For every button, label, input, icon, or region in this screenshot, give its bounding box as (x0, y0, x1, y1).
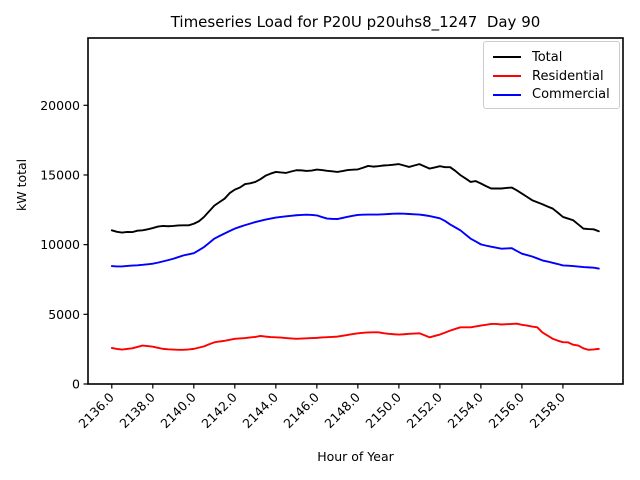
y-tick-label: 15000 (40, 167, 80, 182)
series-line-residential (110, 322, 600, 351)
y-tick-label: 10000 (40, 237, 80, 252)
y-tick-label: 5000 (48, 307, 80, 322)
legend-label-total: Total (532, 49, 563, 65)
x-tick-label: 2148.0 (321, 389, 363, 431)
legend-item-total: Total (493, 48, 611, 67)
series-line-total (110, 163, 600, 234)
x-tick-label: 2154.0 (444, 389, 486, 431)
x-tick-label: 2158.0 (526, 389, 568, 431)
x-tick-label: 2142.0 (198, 389, 240, 431)
legend-item-residential: Residential (493, 67, 611, 86)
total-line-swatch (493, 56, 521, 59)
y-ticks: 0 5000 10000 15000 20000 (40, 98, 88, 392)
x-tick-label: 2146.0 (280, 389, 322, 431)
x-tick-label: 2140.0 (157, 389, 199, 431)
commercial-line-swatch (493, 93, 521, 96)
y-tick-label: 20000 (40, 98, 80, 113)
axes-spines (87, 37, 624, 385)
x-tick-label: 2152.0 (403, 389, 445, 431)
residential-line-swatch (493, 75, 521, 77)
x-tick-label: 2150.0 (362, 389, 404, 431)
series-line-commercial (110, 212, 600, 270)
y-axis-label: kW total (14, 158, 29, 211)
legend-label-commercial: Commercial (532, 87, 610, 103)
y-tick-label: 0 (72, 377, 80, 392)
legend: Total Residential Commercial (483, 41, 620, 109)
x-tick-label: 2136.0 (75, 389, 117, 431)
x-tick-label: 2156.0 (485, 389, 527, 431)
x-tick-label: 2144.0 (239, 389, 281, 431)
legend-label-residential: Residential (532, 68, 604, 84)
legend-item-commercial: Commercial (493, 85, 611, 104)
x-ticks: 2136.0 2138.0 2140.0 2142.0 2144.0 2146.0 2148… (75, 384, 568, 431)
chart-title: Timeseries Load for P20U p20uhs8_1247 Da… (170, 13, 541, 31)
x-axis-label: Hour of Year (317, 449, 394, 464)
x-tick-label: 2138.0 (116, 389, 158, 431)
